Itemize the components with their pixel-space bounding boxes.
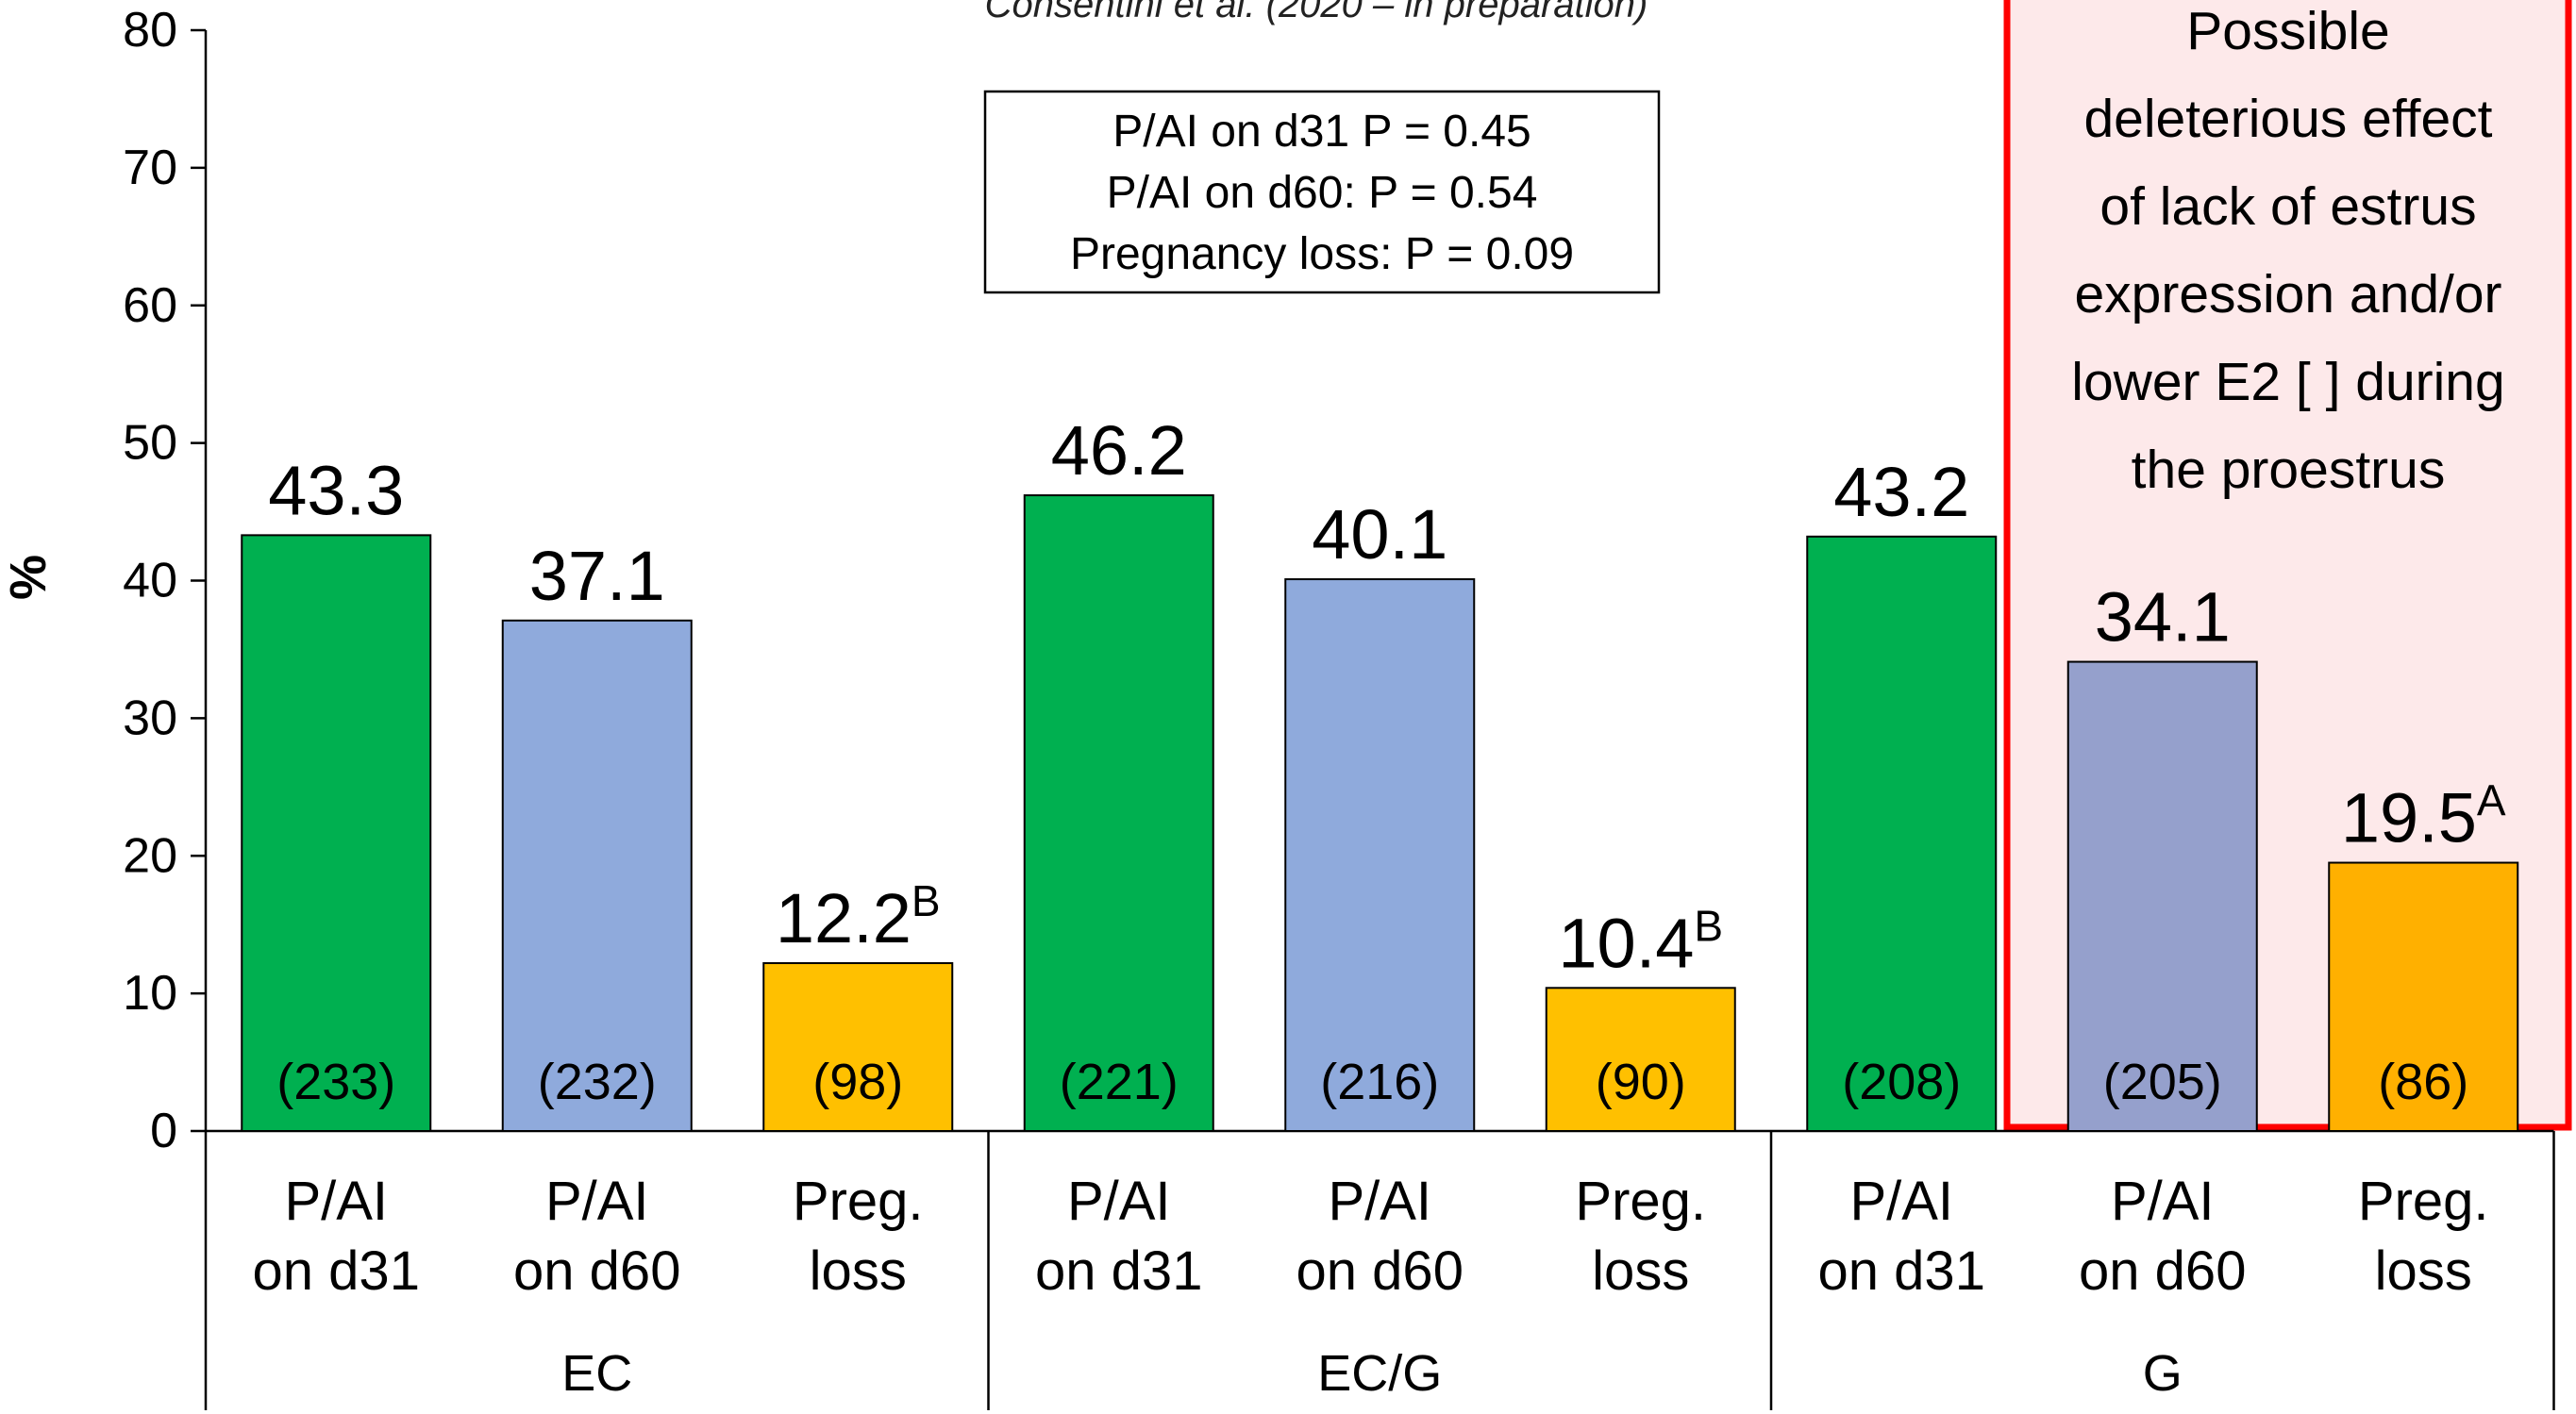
category-label: Preg. <box>1575 1171 1706 1232</box>
bar-value-label: 37.1 <box>529 537 665 615</box>
bar-value-label: 40.1 <box>1312 495 1447 574</box>
bar-count-label: (232) <box>538 1054 657 1110</box>
bar-count-label: (221) <box>1060 1054 1179 1110</box>
y-tick-label: 40 <box>123 554 177 608</box>
bar <box>2328 861 2519 1132</box>
y-tick-label: 10 <box>123 966 177 1021</box>
stats-line: P/AI on d31 P = 0.45 <box>1112 107 1531 157</box>
y-tick-label: 30 <box>123 690 177 745</box>
bar-count-label: (216) <box>1320 1054 1439 1110</box>
stats-box: P/AI on d31 P = 0.45 P/AI on d60: P = 0.… <box>983 90 1661 294</box>
bar-value-label: 46.2 <box>1051 411 1187 490</box>
category-label: on d60 <box>1296 1240 1464 1302</box>
group-label: EC/G <box>1317 1345 1442 1402</box>
category-label: loss <box>810 1240 907 1302</box>
category-label: P/AI <box>545 1171 649 1232</box>
category-label: on d31 <box>1818 1240 1985 1302</box>
bar-labels: EC EC/G G 43.3 (233) P/AI on d31 37.1 (232) P/AI o… <box>253 411 2506 1402</box>
bar-count-label: (208) <box>1842 1054 1961 1110</box>
stats-line: P/AI on d60: P = 0.54 <box>1107 168 1538 218</box>
category-label: Preg. <box>793 1171 924 1232</box>
category-label: loss <box>1592 1240 1689 1302</box>
category-label: on d31 <box>1035 1240 1202 1302</box>
category-label: on d60 <box>2079 1240 2246 1302</box>
category-label: on d60 <box>513 1240 680 1302</box>
stats-line: Pregnancy loss: P = 0.09 <box>1070 229 1574 279</box>
y-tick-label: 80 <box>123 3 177 58</box>
category-label: P/AI <box>1849 1171 1953 1232</box>
bar-value-label: 19.5A <box>2341 776 2506 857</box>
y-axis-label: % <box>0 555 57 600</box>
bar <box>1284 578 1476 1132</box>
bar <box>1023 494 1214 1132</box>
citation-text: Consentini et al. (2020 – in preparation… <box>985 0 1648 25</box>
bar-count-label: (90) <box>1596 1054 1686 1110</box>
category-label: P/AI <box>284 1171 388 1232</box>
bar-value-label: 43.3 <box>268 451 404 529</box>
y-tick-label: 0 <box>150 1104 177 1158</box>
bar-count-label: (233) <box>276 1054 395 1110</box>
bar <box>762 962 954 1132</box>
y-tick-label: 50 <box>123 416 177 471</box>
bar <box>1806 535 1998 1132</box>
bar-count-label: (205) <box>2103 1054 2222 1110</box>
bar <box>501 619 693 1132</box>
group-label: EC <box>561 1345 632 1402</box>
bar <box>2066 660 2258 1132</box>
bars <box>241 494 2519 1133</box>
bar-value-label: 12.2B <box>776 876 941 957</box>
category-label: Preg. <box>2358 1171 2489 1232</box>
bar-value-label: 34.1 <box>2095 578 2231 657</box>
bar-count-label: (98) <box>812 1054 903 1110</box>
bar <box>241 534 432 1132</box>
highlight-note-line: the proestrus <box>2132 440 2446 500</box>
y-tick-label: 70 <box>123 141 177 195</box>
y-tick-label: 20 <box>123 828 177 883</box>
category-label: on d31 <box>253 1240 420 1302</box>
y-tick-label: 60 <box>123 278 177 333</box>
highlight-note-line: Possible <box>2186 1 2389 61</box>
highlight-note: Possible deleterious effect of lack of e… <box>2071 1 2504 500</box>
bar-count-label: (86) <box>2378 1054 2468 1110</box>
category-label: P/AI <box>1067 1171 1171 1232</box>
bar-value-label: 43.2 <box>1833 453 1969 531</box>
highlight-note-line: of lack of estrus <box>2099 176 2476 237</box>
highlight-note-line: expression and/or <box>2074 264 2501 324</box>
bar <box>1545 987 1736 1133</box>
category-label: P/AI <box>2111 1171 2215 1232</box>
bar-value-label: 10.4B <box>1558 901 1723 982</box>
category-label: loss <box>2375 1240 2472 1302</box>
group-label: G <box>2143 1345 2183 1402</box>
highlight-note-line: lower E2 [ ] during <box>2071 352 2504 412</box>
category-label: P/AI <box>1328 1171 1431 1232</box>
highlight-note-line: deleterious effect <box>2083 89 2492 149</box>
